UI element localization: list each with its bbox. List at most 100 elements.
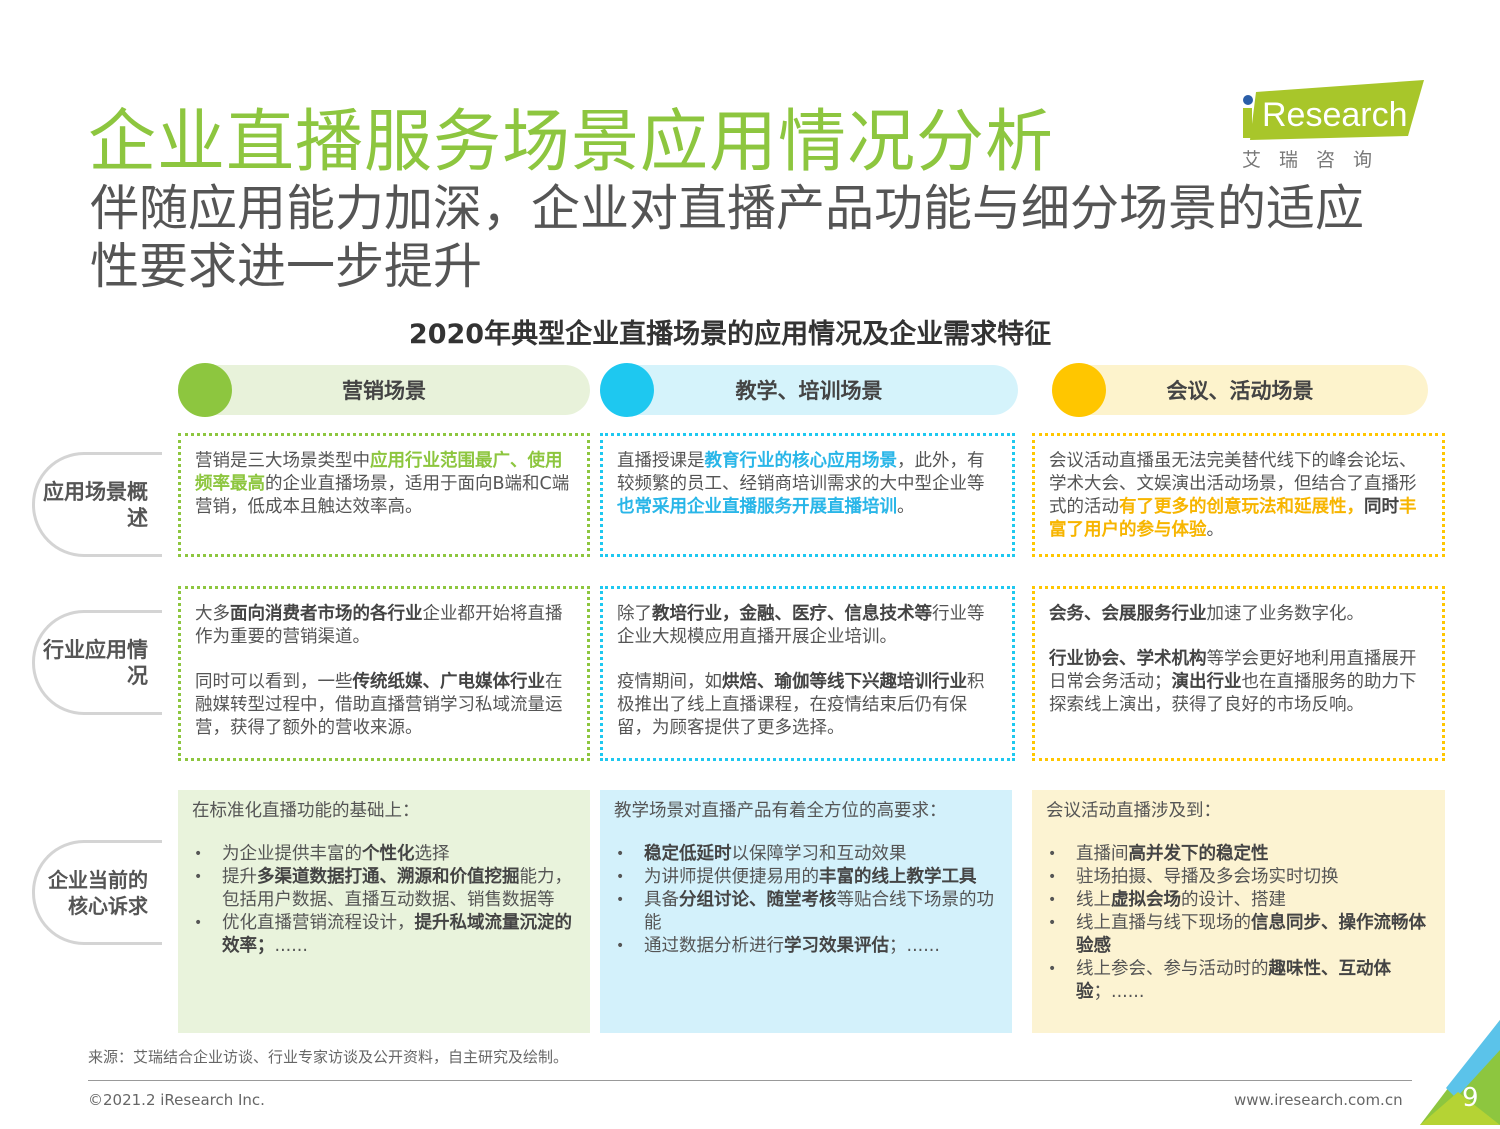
text-segment: 提升 — [222, 867, 257, 887]
text-segment: 直播授课是 — [617, 451, 705, 471]
text-segment: 的设计、搭建 — [1181, 890, 1286, 910]
scenario-header-label: 营销场景 — [342, 379, 426, 403]
highlight-text: 丰富了用户的参与体验 — [1049, 497, 1417, 540]
demand-item: 优化直播营销流程设计，提升私域流量沉淀的效率；...... — [192, 912, 576, 958]
highlight-text: 烘焙、瑜伽等线下兴趣培训行业 — [722, 672, 967, 692]
demand-item: 提升多渠道数据打通、溯源和价值挖掘能力，包括用户数据、直播互动数据、销售数据等 — [192, 866, 576, 912]
text-segment: 通过数据分析进行 — [644, 936, 784, 956]
website: www.iresearch.com.cn — [1234, 1091, 1403, 1109]
demand-intro: 在标准化直播功能的基础上： — [192, 801, 420, 821]
text-segment: 除了 — [617, 604, 652, 624]
iresearch-logo: Research 艾瑞咨询 — [1236, 78, 1436, 178]
demand-item: 稳定低延时以保障学习和互动效果 — [614, 843, 998, 866]
text-segment: 选择 — [414, 844, 450, 864]
demand-item: 具备分组讨论、随堂考核等贴合线下场景的功能 — [614, 889, 998, 935]
industry-box: 会务、会展服务行业加速了业务数字化。 行业协会、学术机构等学会更好地利用直播展开日… — [1032, 586, 1445, 761]
highlight-text: 教培行业，金融、医疗、信息技术等 — [652, 604, 932, 624]
text-segment: 营销是三大场景类型中 — [195, 451, 370, 471]
paragraph: 营销是三大场景类型中应用行业范围最广、使用频率最高的企业直播场景，适用于面向B端… — [195, 450, 573, 519]
text-segment: 加速了业务数字化。 — [1206, 604, 1365, 624]
highlight-text: 稳定低延时 — [644, 844, 732, 864]
text-segment: 也在直播服务的助力下探索线上演出，获得了良好的市场反响。 — [1049, 672, 1417, 715]
text-segment: 能力，包括用户数据、直播互动数据、销售数据等 — [222, 867, 572, 910]
row-label-overview: 应用场景概述 — [32, 452, 162, 557]
industry-box: 大多面向消费者市场的各行业企业都开始将直播作为重要的营销渠道。 同时可以看到，一些… — [178, 586, 590, 761]
highlight-text: 教育行业的核心应用场景 — [704, 451, 898, 471]
highlight-text: 会务、会展服务行业 — [1049, 604, 1207, 624]
text-segment: 。 — [897, 497, 915, 517]
demand-box: 教学场景对直播产品有着全方位的高要求： 稳定低延时以保障学习和互动效果为讲师提供便… — [600, 790, 1012, 1033]
demand-item: 线上参会、参与活动时的趣味性、互动体验；...... — [1046, 958, 1431, 1004]
text-segment: 优化直播营销流程设计， — [222, 913, 415, 933]
paragraph: 直播授课是教育行业的核心应用场景，此外，有较频繁的员工、经销商培训需求的大中型企… — [617, 450, 998, 519]
text-segment: ...... — [274, 936, 308, 956]
highlight-text: 行业协会、学术机构 — [1049, 649, 1207, 669]
scenario-header: 营销场景 — [178, 363, 590, 417]
text-segment: 同时可以看到，一些 — [195, 672, 353, 692]
text-segment: ，此外，有较频繁的员工、经销商培训需求的大中型企业等 — [617, 451, 985, 494]
scenario-header-label: 会议、活动场景 — [1166, 379, 1314, 403]
highlight-text: 多渠道数据打通、溯源和价值挖掘 — [257, 867, 520, 887]
highlight-text: 高并发下的稳定性 — [1128, 844, 1269, 864]
paragraph: 同时可以看到，一些传统纸媒、广电媒体行业在融媒转型过程中，借助直播营销学习私域流… — [195, 671, 573, 740]
highlight-text: 个性化 — [362, 844, 415, 864]
page-title: 企业直播服务场景应用情况分析 — [88, 103, 1055, 182]
demand-list: 直播间高并发下的稳定性驻场拍摄、导播及多会场实时切换线上虚拟会场的设计、搭建线上… — [1046, 843, 1431, 1004]
scenario-header: 教学、培训场景 — [600, 363, 1018, 417]
paragraph: 会议活动直播虽无法完美替代线下的峰会论坛、学术大会、文娱演出活动场景，但结合了直… — [1049, 450, 1428, 542]
text-segment: 等贴合线下场景的功能 — [644, 890, 994, 933]
text-segment: 为企业提供丰富的 — [222, 844, 362, 864]
paragraph: 会务、会展服务行业加速了业务数字化。 — [1049, 603, 1428, 626]
row-label-demand: 企业当前的核心诉求 — [32, 840, 162, 945]
demand-item: 驻场拍摄、导播及多会场实时切换 — [1046, 866, 1431, 889]
svg-text:Research: Research — [1262, 96, 1408, 134]
text-segment: 具备 — [644, 890, 679, 910]
text-segment: 会议活动直播虽无法完美替代线下的峰会论坛、学术大会、文娱演出活动场景，但结合了直… — [1049, 451, 1417, 517]
row-label-industry: 行业应用情况 — [32, 610, 162, 715]
highlight-text: 有了更多的创意玩法和延展性， — [1119, 497, 1364, 517]
industry-box: 除了教培行业，金融、医疗、信息技术等行业等企业大规模应用直播开展企业培训。疫情期… — [600, 586, 1015, 761]
text-segment: 行业等企业大规模应用直播开展企业培训。 — [617, 604, 985, 647]
text-segment: 线上直播与线下现场的 — [1076, 913, 1251, 933]
text-segment: 在融媒转型过程中，借助直播营销学习私域流量运营，获得了额外的营收来源。 — [195, 672, 563, 738]
text-segment: 线上参会、参与活动时的 — [1076, 959, 1269, 979]
demand-item: 线上虚拟会场的设计、搭建 — [1046, 889, 1431, 912]
text-segment: 大多 — [195, 604, 230, 624]
demand-intro: 会议活动直播涉及到： — [1046, 801, 1221, 821]
footer-divider — [88, 1080, 1412, 1081]
text-segment: 以保障学习和互动效果 — [731, 844, 907, 864]
text-segment: 线上 — [1076, 890, 1111, 910]
text-segment: 疫情期间，如 — [617, 672, 722, 692]
demand-box: 会议活动直播涉及到： 直播间高并发下的稳定性驻场拍摄、导播及多会场实时切换线上虚拟… — [1032, 790, 1445, 1033]
highlight-text: 学习效果评估 — [784, 936, 889, 956]
highlight-text: 虚拟会场 — [1111, 890, 1181, 910]
demand-item: 线上直播与线下现场的信息同步、操作流畅体验感 — [1046, 912, 1431, 958]
chart-title: 2020年典型企业直播场景的应用情况及企业需求特征 — [408, 319, 1052, 350]
demand-list: 稳定低延时以保障学习和互动效果为讲师提供便捷易用的丰富的线上教学工具具备分组讨论… — [614, 843, 998, 958]
highlight-text: 丰富的线上教学工具 — [819, 867, 977, 887]
scenario-dot-icon — [178, 363, 232, 417]
highlight-text: 信息同步、操作流畅体验感 — [1076, 913, 1426, 956]
overview-box: 营销是三大场景类型中应用行业范围最广、使用频率最高的企业直播场景，适用于面向B端… — [178, 433, 590, 557]
text-segment: 的企业直播场景，适用于面向B端和C端营销，低成本且触达效率高。 — [195, 474, 570, 517]
highlight-text: 面向消费者市场的各行业 — [230, 604, 423, 624]
demand-item: 为企业提供丰富的个性化选择 — [192, 843, 576, 866]
text-segment: ；...... — [1093, 982, 1145, 1002]
demand-box: 在标准化直播功能的基础上： 为企业提供丰富的个性化选择提升多渠道数据打通、溯源和价… — [178, 790, 590, 1033]
page-subtitle: 伴随应用能力加深，企业对直播产品功能与细分场景的适应性要求进一步提升 — [90, 180, 1365, 295]
text-segment: 积极推出了线上直播课程，在疫情结束后仍有保留，为顾客提供了更多选择。 — [617, 672, 985, 738]
paragraph: 行业协会、学术机构等学会更好地利用直播展开日常会务活动；演出行业也在直播服务的助… — [1049, 648, 1428, 717]
scenario-dot-icon — [600, 363, 654, 417]
highlight-text: 应用行业范围最广、使用频率最高 — [195, 451, 563, 494]
text-segment: 等学会更好地利用直播展开日常会务活动； — [1049, 649, 1417, 692]
highlight-text: 分组讨论、随堂考核 — [679, 890, 837, 910]
demand-list: 为企业提供丰富的个性化选择提升多渠道数据打通、溯源和价值挖掘能力，包括用户数据、… — [192, 843, 576, 958]
overview-box: 会议活动直播虽无法完美替代线下的峰会论坛、学术大会、文娱演出活动场景，但结合了直… — [1032, 433, 1445, 557]
highlight-text: 也常采用企业直播服务开展直播培训 — [617, 497, 897, 517]
copyright: ©2021.2 iResearch Inc. — [88, 1091, 265, 1109]
text-segment: 直播间 — [1076, 844, 1129, 864]
highlight-text: 演出行业 — [1171, 672, 1242, 692]
highlight-text: 提升私域流量沉淀的效率； — [222, 913, 572, 956]
scenario-dot-icon — [1052, 363, 1106, 417]
source-note: 来源：艾瑞结合企业访谈、行业专家访谈及公开资料，自主研究及绘制。 — [88, 1048, 569, 1066]
